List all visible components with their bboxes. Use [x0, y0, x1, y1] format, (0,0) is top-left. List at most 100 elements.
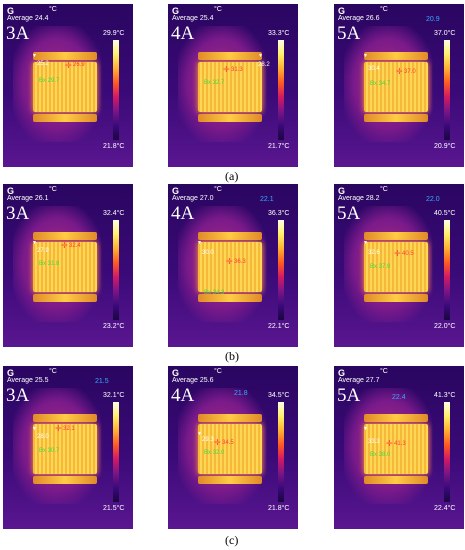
- scale-max: 36.3°C: [268, 210, 290, 217]
- scale-max: 37.0°C: [434, 30, 456, 37]
- max-crosshair-icon: ✛: [214, 438, 221, 447]
- color-scale-bar: [113, 402, 119, 502]
- scale-min: 22.0°C: [434, 323, 456, 330]
- coil-body: [198, 62, 262, 112]
- coil-bottom-band: [364, 294, 428, 302]
- thermal-panel: G °C Average 25.5 21.5 3A ▼ 28.0 ✛ 32.1 …: [3, 366, 133, 529]
- scale-min: 22.4°C: [434, 505, 456, 512]
- min-spot-readout: 21.5: [95, 378, 109, 385]
- box-max-readout: Bx 34.3: [204, 290, 225, 296]
- coil-top-band: [364, 52, 428, 60]
- thermal-panel: G °C Average 25.6 21.8 4A ▼ 29.3 ✛ 34.5 …: [168, 366, 298, 529]
- unit-label: °C: [49, 6, 57, 13]
- coil-body: [364, 424, 428, 474]
- coil-bottom-band: [33, 476, 97, 484]
- average-temperature: Average 26.1: [7, 195, 49, 202]
- average-temperature: Average 27.7: [338, 377, 380, 384]
- box-max-readout: Bx 32.0: [204, 450, 225, 456]
- thermal-panel: G °C Average 26.6 20.9 5A ▼ 30.4 ✛ 37.0 …: [334, 4, 464, 167]
- scale-min: 23.2°C: [103, 323, 125, 330]
- average-temperature: Average 25.6: [172, 377, 214, 384]
- max-spot-readout: 36.3: [234, 259, 246, 265]
- scale-min: 22.1°C: [268, 323, 290, 330]
- current-label: 3A: [6, 23, 30, 44]
- current-label: 5A: [337, 385, 361, 406]
- coil-body: [33, 424, 97, 474]
- scale-min: 21.7°C: [268, 143, 290, 150]
- max-crosshair-icon: ✛: [396, 67, 403, 76]
- color-scale-bar: [113, 220, 119, 320]
- current-label: 3A: [6, 203, 30, 224]
- unit-label: °C: [49, 186, 57, 193]
- coil-top-band: [33, 232, 97, 240]
- average-temperature: Average 24.4: [7, 15, 49, 22]
- camera-mode-label: G: [172, 368, 180, 378]
- min-spot-readout: 22.1: [260, 196, 274, 203]
- spot-a-readout: 29.3: [202, 437, 214, 443]
- max-crosshair-icon: ✛: [65, 61, 72, 70]
- scale-max: 40.5°C: [434, 210, 456, 217]
- unit-label: °C: [380, 186, 388, 193]
- camera-mode-label: G: [338, 186, 346, 196]
- scale-max: 33.3°C: [268, 30, 290, 37]
- coil-body: [364, 62, 428, 112]
- coil-top-band: [198, 52, 262, 60]
- scale-max: 32.1°C: [103, 392, 125, 399]
- spot-a-readout: 27.9: [37, 248, 49, 254]
- thermal-panel: G °C Average 28.2 22.0 5A ▼ 32.6 ✛ 40.5 …: [334, 184, 464, 347]
- box-max-readout: Bx 37.9: [370, 264, 391, 270]
- camera-mode-label: G: [338, 368, 346, 378]
- min-spot-readout: 21.8: [234, 390, 248, 397]
- spot-a-readout: 33.3: [368, 439, 380, 445]
- caption-a: (a): [225, 169, 239, 183]
- spot-c-readout: 28.2: [258, 62, 270, 68]
- caption-c: (c): [225, 533, 239, 547]
- box-max-readout: Bx 38.0: [370, 452, 391, 458]
- scale-min: 21.8°C: [268, 505, 290, 512]
- spot-a-readout: 28.0: [37, 434, 49, 440]
- camera-mode-label: G: [172, 186, 180, 196]
- spot-marker-icon: ▼: [32, 53, 37, 59]
- camera-mode-label: G: [7, 368, 15, 378]
- current-label: 4A: [171, 23, 195, 44]
- coil-bottom-band: [198, 476, 262, 484]
- coil-body: [364, 242, 428, 292]
- min-spot-readout: 22.4: [392, 394, 406, 401]
- unit-label: °C: [380, 368, 388, 375]
- scale-max: 34.5°C: [268, 392, 290, 399]
- current-label: 5A: [337, 23, 361, 44]
- color-scale-bar: [444, 40, 450, 140]
- thermal-panel: G °C Average 27.7 22.4 5A ▼ 33.3 ✛ 41.3 …: [334, 366, 464, 529]
- max-crosshair-icon: ✛: [386, 439, 393, 448]
- box-max-readout: Bx 32.7: [204, 80, 225, 86]
- coil-body: [198, 242, 262, 292]
- average-temperature: Average 28.2: [338, 195, 380, 202]
- max-spot-readout: 31.3: [231, 67, 243, 73]
- max-crosshair-icon: ✛: [394, 249, 401, 258]
- max-spot-readout: 32.4: [69, 243, 81, 249]
- coil-bottom-band: [364, 476, 428, 484]
- coil-body: [198, 424, 262, 474]
- average-temperature: Average 26.6: [338, 15, 380, 22]
- thermal-panel: G °C Average 25.4 4A ▼ ✛ 31.3 28.2 Bx 32…: [168, 4, 298, 167]
- spot-a-readout: 30.0: [202, 250, 214, 256]
- spot-marker-icon: ▼: [363, 426, 368, 432]
- spot-marker-icon: ▼: [197, 240, 202, 246]
- average-temperature: Average 25.4: [172, 15, 214, 22]
- coil-top-band: [33, 414, 97, 422]
- camera-mode-label: G: [172, 6, 180, 16]
- scale-max: 32.4°C: [103, 210, 125, 217]
- coil-bottom-band: [364, 114, 428, 122]
- unit-label: °C: [214, 6, 222, 13]
- average-temperature: Average 25.5: [7, 377, 49, 384]
- caption-b: (b): [225, 349, 239, 363]
- spot-a-readout: 30.4: [368, 66, 380, 72]
- coil-body: [33, 62, 97, 112]
- color-scale-bar: [278, 402, 284, 502]
- unit-label: °C: [49, 368, 57, 375]
- coil-top-band: [198, 232, 262, 240]
- color-scale-bar: [113, 40, 119, 140]
- current-label: 3A: [6, 385, 30, 406]
- scale-min: 21.5°C: [103, 505, 125, 512]
- coil-top-band: [364, 414, 428, 422]
